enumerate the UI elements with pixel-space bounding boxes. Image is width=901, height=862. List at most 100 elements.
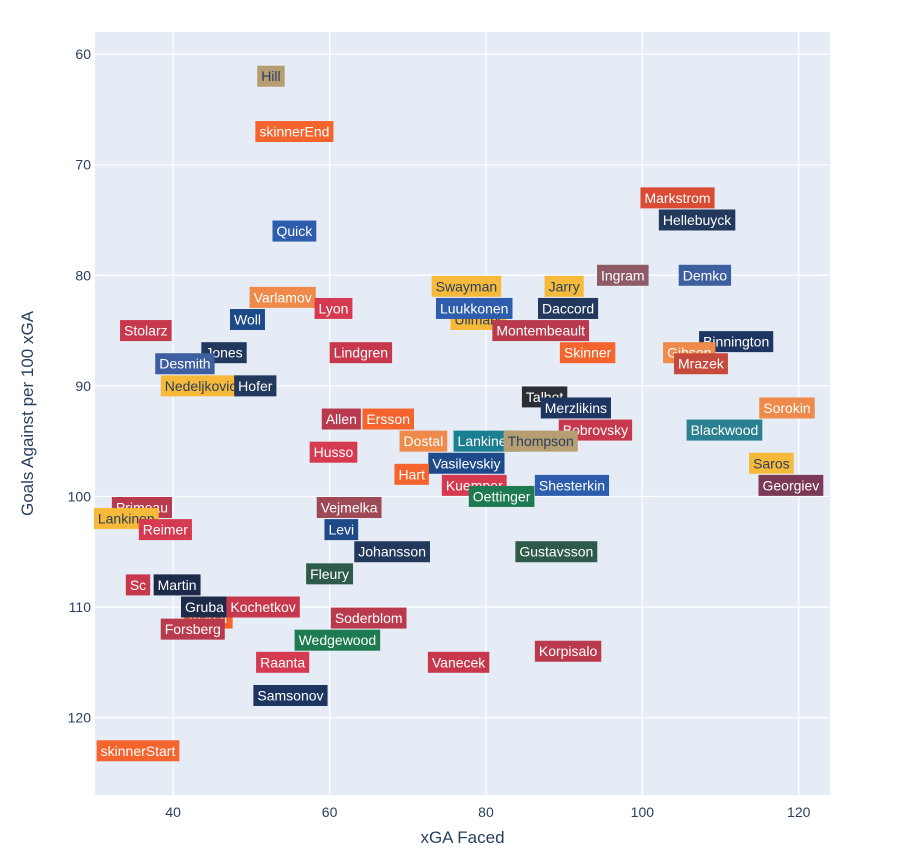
data-point: Gustavsson	[515, 541, 598, 563]
data-point-box	[321, 408, 361, 430]
data-point-label: Hart	[398, 466, 425, 482]
data-point: Binnington	[699, 331, 774, 353]
data-point: Luukkonen	[435, 297, 513, 319]
data-point-box	[120, 320, 172, 342]
data-point: Martin	[153, 574, 201, 596]
data-point-box	[658, 209, 736, 231]
data-point-label: Luukkonen	[440, 300, 509, 316]
data-point-box	[534, 640, 602, 662]
data-point-box	[257, 65, 285, 87]
data-point: Oettinger	[468, 485, 535, 507]
data-point-box	[316, 496, 382, 518]
data-point: Skinner	[559, 342, 616, 364]
data-point-box	[468, 485, 535, 507]
data-point-label: Kochetkov	[230, 599, 295, 615]
data-point-label: Montembeault	[496, 323, 585, 339]
data-point-box	[153, 574, 201, 596]
data-point: Wedgewood	[294, 629, 381, 651]
data-point-box	[96, 740, 180, 762]
data-point: Lankinen	[453, 430, 519, 452]
data-point: Hill	[257, 65, 285, 87]
data-point-label: Mrazek	[678, 356, 725, 372]
data-point-box	[534, 474, 610, 496]
data-point-label: Daccord	[542, 300, 594, 316]
data-point-label: Georgiev	[762, 477, 819, 493]
data-point: Vanecek	[427, 651, 490, 673]
data-point: Nedeljkovic	[160, 375, 241, 397]
data-point-box	[314, 297, 353, 319]
x-axis-ticks: 40 60 80 100 120	[165, 804, 810, 820]
data-point-label: Wedgewood	[299, 632, 377, 648]
data-point-box	[699, 331, 774, 353]
y-tick-label: 60	[75, 46, 91, 62]
plot-background	[95, 32, 830, 795]
data-point: Blackwood	[686, 419, 763, 441]
data-point-label: Samsonov	[257, 687, 323, 703]
data-point-label: Binnington	[703, 334, 769, 350]
data-point-box	[686, 419, 763, 441]
data-point-label: Merzlikins	[545, 400, 607, 416]
data-points: Hill skinnerEnd Markstrom Hellebuyck Quick De…	[93, 65, 824, 762]
data-point: Hellebuyck	[658, 209, 736, 231]
data-point: Forsberg	[160, 618, 225, 640]
data-point-label: Blackwood	[691, 422, 759, 438]
data-point-label: Hofer	[238, 378, 273, 394]
data-point-label: Martin	[158, 577, 197, 593]
data-point-box	[537, 297, 599, 319]
data-point: Vejmelka	[316, 496, 382, 518]
data-point-box	[399, 430, 448, 452]
data-point: Stolarz	[120, 320, 172, 342]
data-point-label: Lyon	[319, 300, 349, 316]
data-point: Fleury	[306, 563, 354, 585]
data-point-label: Nedeljkovic	[165, 378, 237, 394]
data-point-label: Vanecek	[432, 654, 486, 670]
data-point-box	[515, 541, 598, 563]
data-point: Levi	[324, 519, 359, 541]
data-point-label: skinnerEnd	[259, 124, 329, 140]
data-point-box	[324, 519, 359, 541]
data-point: Husso	[309, 441, 358, 463]
data-point: skinnerEnd	[255, 121, 334, 143]
data-point: Johansson	[354, 541, 430, 563]
data-point-box	[125, 574, 151, 596]
data-point: Jarry	[544, 275, 584, 297]
x-tick-label: 60	[322, 804, 338, 820]
data-point-label: Raanta	[260, 654, 305, 670]
data-point-box	[492, 320, 590, 342]
data-point-label: Markstrom	[644, 190, 710, 206]
y-tick-label: 70	[75, 157, 91, 173]
data-point: Hart	[394, 463, 429, 485]
data-point-label: Gustavsson	[519, 544, 593, 560]
data-point-label: Gruba	[185, 599, 224, 615]
data-point-box	[749, 452, 794, 474]
y-tick-label: 110	[69, 599, 92, 615]
data-point-box	[435, 297, 513, 319]
data-point: Georgiev	[758, 474, 824, 496]
y-tick-label: 90	[75, 378, 91, 394]
data-point-box	[306, 563, 354, 585]
data-point-label: Johansson	[358, 544, 426, 560]
data-point: Shesterkin	[534, 474, 610, 496]
data-point: Thompson	[503, 430, 578, 452]
data-point: Desmith	[155, 353, 215, 375]
y-tick-label: 120	[68, 710, 92, 726]
data-point-box	[229, 309, 265, 331]
data-point-label: skinnerStart	[101, 743, 176, 759]
data-point-label: Demko	[683, 267, 728, 283]
data-point: Sc	[125, 574, 151, 596]
data-point-label: Ingram	[601, 267, 645, 283]
data-point-label: Woll	[234, 312, 261, 328]
data-point-label: Desmith	[159, 356, 210, 372]
data-point-label: Stolarz	[124, 323, 168, 339]
data-point: Dostal	[399, 430, 448, 452]
data-point-label: Reimer	[143, 522, 188, 538]
data-point-label: Sorokin	[763, 400, 810, 416]
data-point-box	[540, 397, 611, 419]
x-tick-label: 80	[478, 804, 494, 820]
y-axis-ticks: 60 70 80 90 100 110 120	[68, 46, 92, 725]
data-point-label: Fleury	[310, 566, 349, 582]
data-point-label: Skinner	[564, 345, 612, 361]
data-point-box	[678, 264, 732, 286]
